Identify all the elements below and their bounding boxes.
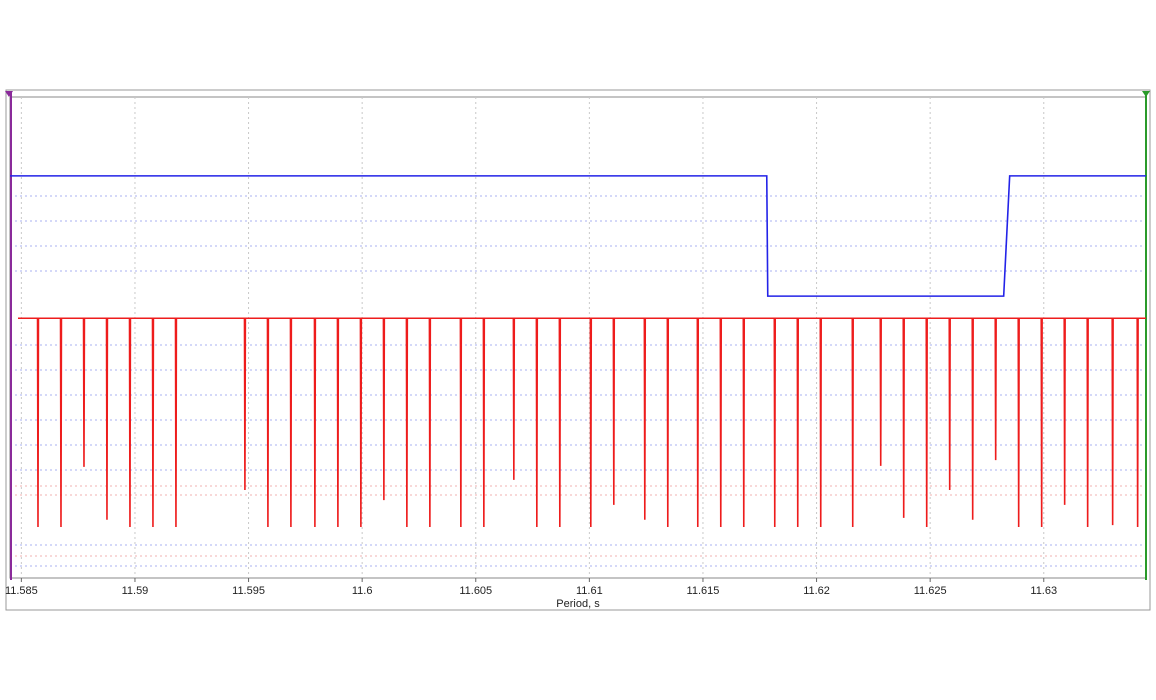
x-tick-label: 11.63 [1030,585,1057,597]
x-tick-label: 11.61 [576,585,603,597]
signal-line [18,317,1146,528]
x-axis-label: Period, s [556,598,600,610]
x-tick-label: 11.62 [803,585,830,597]
left-cursor-handle [5,91,13,97]
x-tick-label: 11.605 [459,585,492,597]
plot-area [9,96,1147,579]
x-tick-label: 11.59 [122,585,149,597]
x-tick-label: 11.595 [232,585,265,597]
panel-lines [10,195,1146,567]
signal-line [10,175,1146,297]
x-tick-label: 11.585 [5,585,38,597]
x-tick-label: 11.625 [914,585,947,597]
x-tick-label: 11.615 [687,585,720,597]
right-cursor-handle [1142,91,1150,97]
x-tick-label: 11.6 [352,585,373,597]
